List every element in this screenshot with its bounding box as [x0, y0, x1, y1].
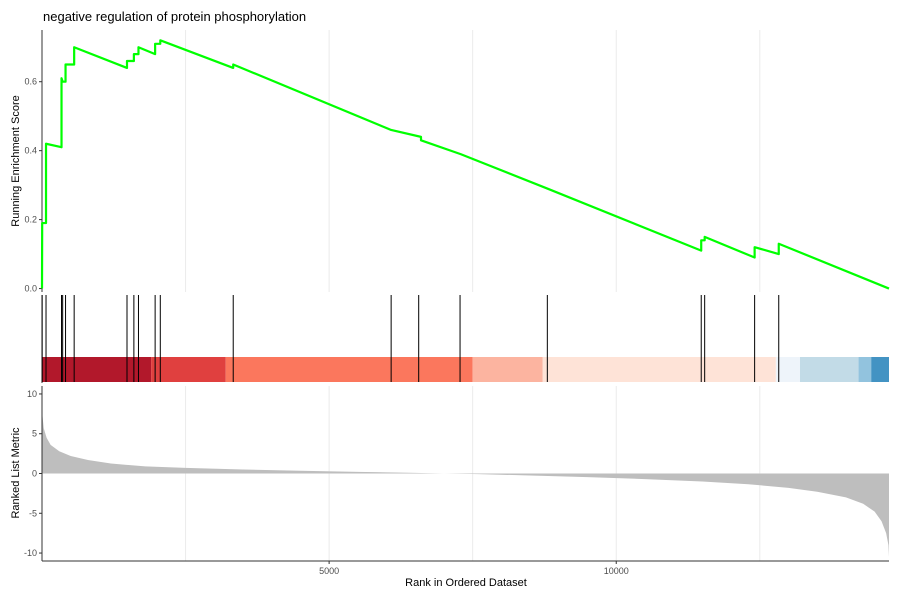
metric-y-tick-label: 0 [32, 469, 37, 479]
hit-panel [41, 295, 889, 383]
metric-y-tick-label: -5 [29, 508, 37, 518]
es-y-tick-label: 0.0 [24, 284, 37, 294]
ranked-metric-area [42, 389, 889, 558]
metric-y-axis-label: Ranked List Metric [10, 427, 22, 519]
es-y-tick-label: 0.2 [24, 215, 37, 225]
color-band-segment [42, 357, 152, 382]
metric-y-tick-label: -10 [24, 548, 37, 558]
es-line-series [40, 39, 890, 290]
color-band-segment [775, 357, 800, 382]
metric-y-tick-label: 10 [27, 389, 37, 399]
es-y-tick-label: 0.4 [24, 146, 37, 156]
ranked-metric-panel: 10 5 0 -5 -10 5000 10000 Ranked List Metric R… [10, 386, 889, 589]
es-y-tick-label: 0.6 [24, 77, 37, 87]
color-band-segment [225, 357, 473, 382]
enrichment-score-panel: 0.0 0.2 0.4 0.6 Running Enrichment Score [10, 30, 890, 294]
color-band-segment [799, 357, 859, 382]
color-band-segment [151, 357, 226, 382]
es-y-axis-label: Running Enrichment Score [10, 95, 22, 226]
chart-title: negative regulation of protein phosphory… [43, 9, 306, 24]
color-band-segment [472, 357, 543, 382]
x-tick-label: 5000 [319, 566, 339, 576]
color-band-segment [542, 357, 776, 382]
x-axis-label: Rank in Ordered Dataset [405, 577, 527, 589]
metric-y-tick-label: 5 [32, 429, 37, 439]
color-band-segment [871, 357, 889, 382]
x-tick-label: 10000 [604, 566, 629, 576]
color-band-segment [858, 357, 872, 382]
